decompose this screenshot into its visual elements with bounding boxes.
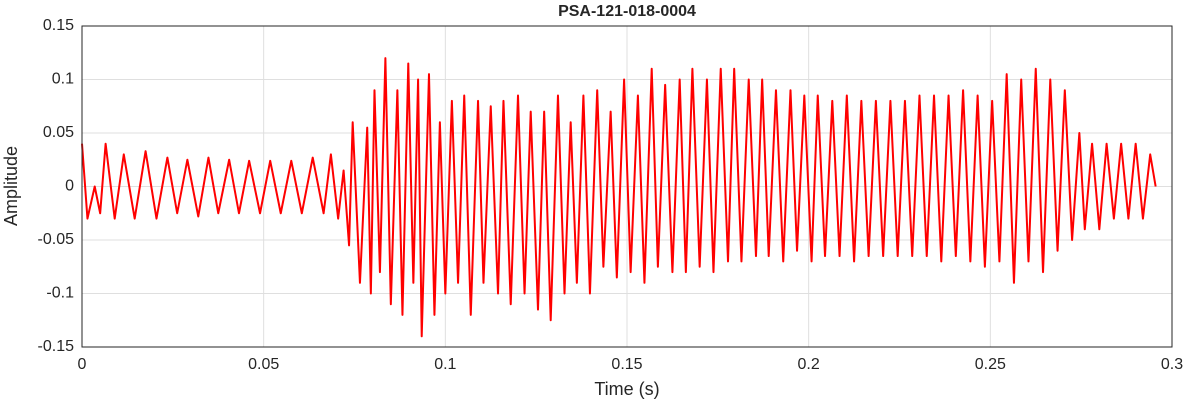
y-tick-label: -0.1 [46,285,74,302]
data-line [81,57,1157,338]
axes-box [81,25,1173,348]
y-tick-label: -0.05 [38,231,75,248]
x-tick-label: 0.15 [611,356,642,373]
x-tick-label: 0 [78,356,87,373]
x-axis-label: Time (s) [594,379,659,399]
x-tick-label: 0.3 [1161,356,1183,373]
y-tick-label: 0.05 [43,124,74,141]
x-tick-label: 0.05 [248,356,279,373]
y-tick-label: 0.15 [43,17,74,34]
x-tick-label: 0.1 [434,356,456,373]
y-tick-label: -0.15 [38,338,75,355]
chart-title: PSA-121-018-0004 [558,3,696,20]
x-tick-label: 0.2 [798,356,820,373]
x-tick-label: 0.25 [975,356,1006,373]
y-tick-label: 0 [65,178,74,195]
y-axis-label: Amplitude [1,146,21,226]
y-tick-label: 0.1 [52,71,74,88]
